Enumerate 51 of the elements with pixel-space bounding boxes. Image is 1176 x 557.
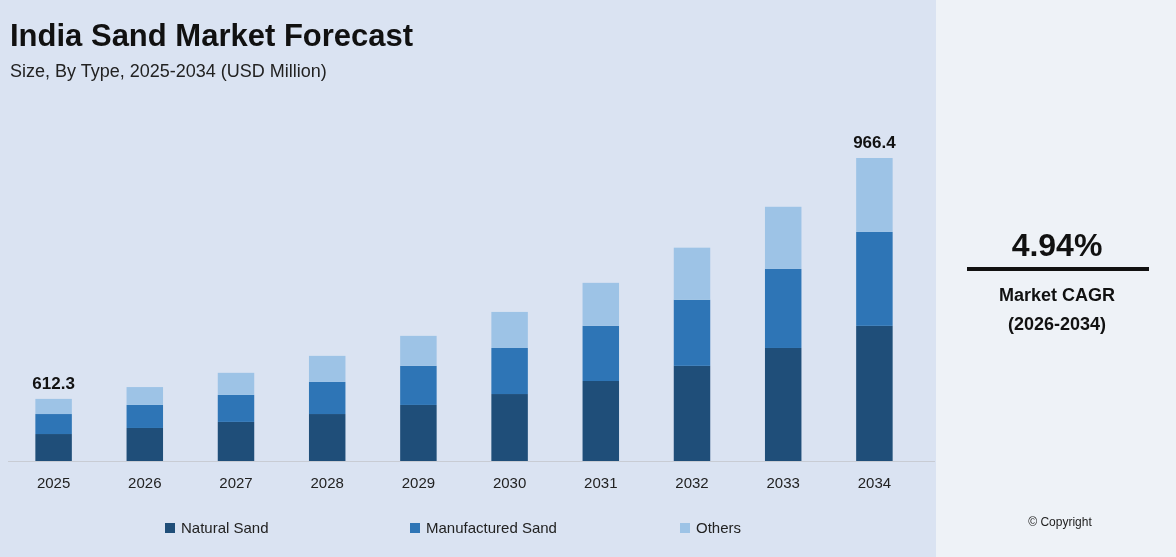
annotation: 966.4	[853, 133, 897, 152]
bar	[491, 311, 528, 348]
legend-label: Natural Sand	[181, 519, 269, 536]
bar	[35, 434, 72, 461]
bar	[856, 231, 893, 326]
bar	[217, 394, 255, 422]
bar	[673, 299, 711, 366]
text: © Copyright	[1028, 515, 1093, 529]
annotation: 612.3	[32, 373, 75, 393]
bar	[308, 355, 346, 382]
bar	[308, 381, 346, 415]
bar	[764, 347, 802, 461]
bar	[126, 404, 164, 428]
chart-subtitle: Size, By Type, 2025-2034 (USD Million)	[10, 61, 327, 81]
x-tick-label: 2029	[401, 474, 436, 491]
bar	[35, 398, 72, 415]
bar	[400, 335, 437, 366]
bar	[400, 404, 437, 461]
x-tick-label: 2028	[310, 474, 344, 491]
bar	[764, 206, 802, 269]
x-tick-label: 2031	[584, 474, 618, 491]
x-tick-label: 2025	[36, 474, 71, 491]
bar	[856, 325, 893, 461]
bar	[491, 347, 528, 395]
bar	[582, 325, 620, 382]
bar	[673, 365, 711, 461]
bar	[126, 427, 164, 461]
bar	[582, 381, 620, 461]
x-tick-label: 2034	[857, 474, 892, 491]
bar	[491, 394, 528, 461]
bar	[582, 282, 620, 326]
bar	[856, 158, 893, 232]
bar	[217, 372, 255, 395]
x-tick-label: 2032	[675, 474, 709, 491]
bar	[308, 414, 346, 461]
legend-label: Others	[696, 519, 742, 536]
bar	[673, 247, 711, 300]
x-tick-label: 2030	[492, 474, 527, 491]
x-tick-label: 2026	[128, 474, 162, 491]
x-tick-label: 2033	[766, 474, 800, 491]
x-tick-label: 2027	[219, 474, 253, 491]
bar	[35, 414, 72, 435]
legend-label: Manufactured Sand	[426, 519, 557, 536]
bar	[764, 268, 802, 348]
chart-title: India Sand Market Forecast	[10, 18, 414, 53]
bar	[400, 365, 437, 405]
bar	[217, 421, 255, 461]
text: (2026-2034)	[1007, 314, 1107, 334]
bar	[126, 387, 164, 405]
text: 4.94%	[1011, 227, 1103, 263]
text: Market CAGR	[998, 285, 1116, 305]
